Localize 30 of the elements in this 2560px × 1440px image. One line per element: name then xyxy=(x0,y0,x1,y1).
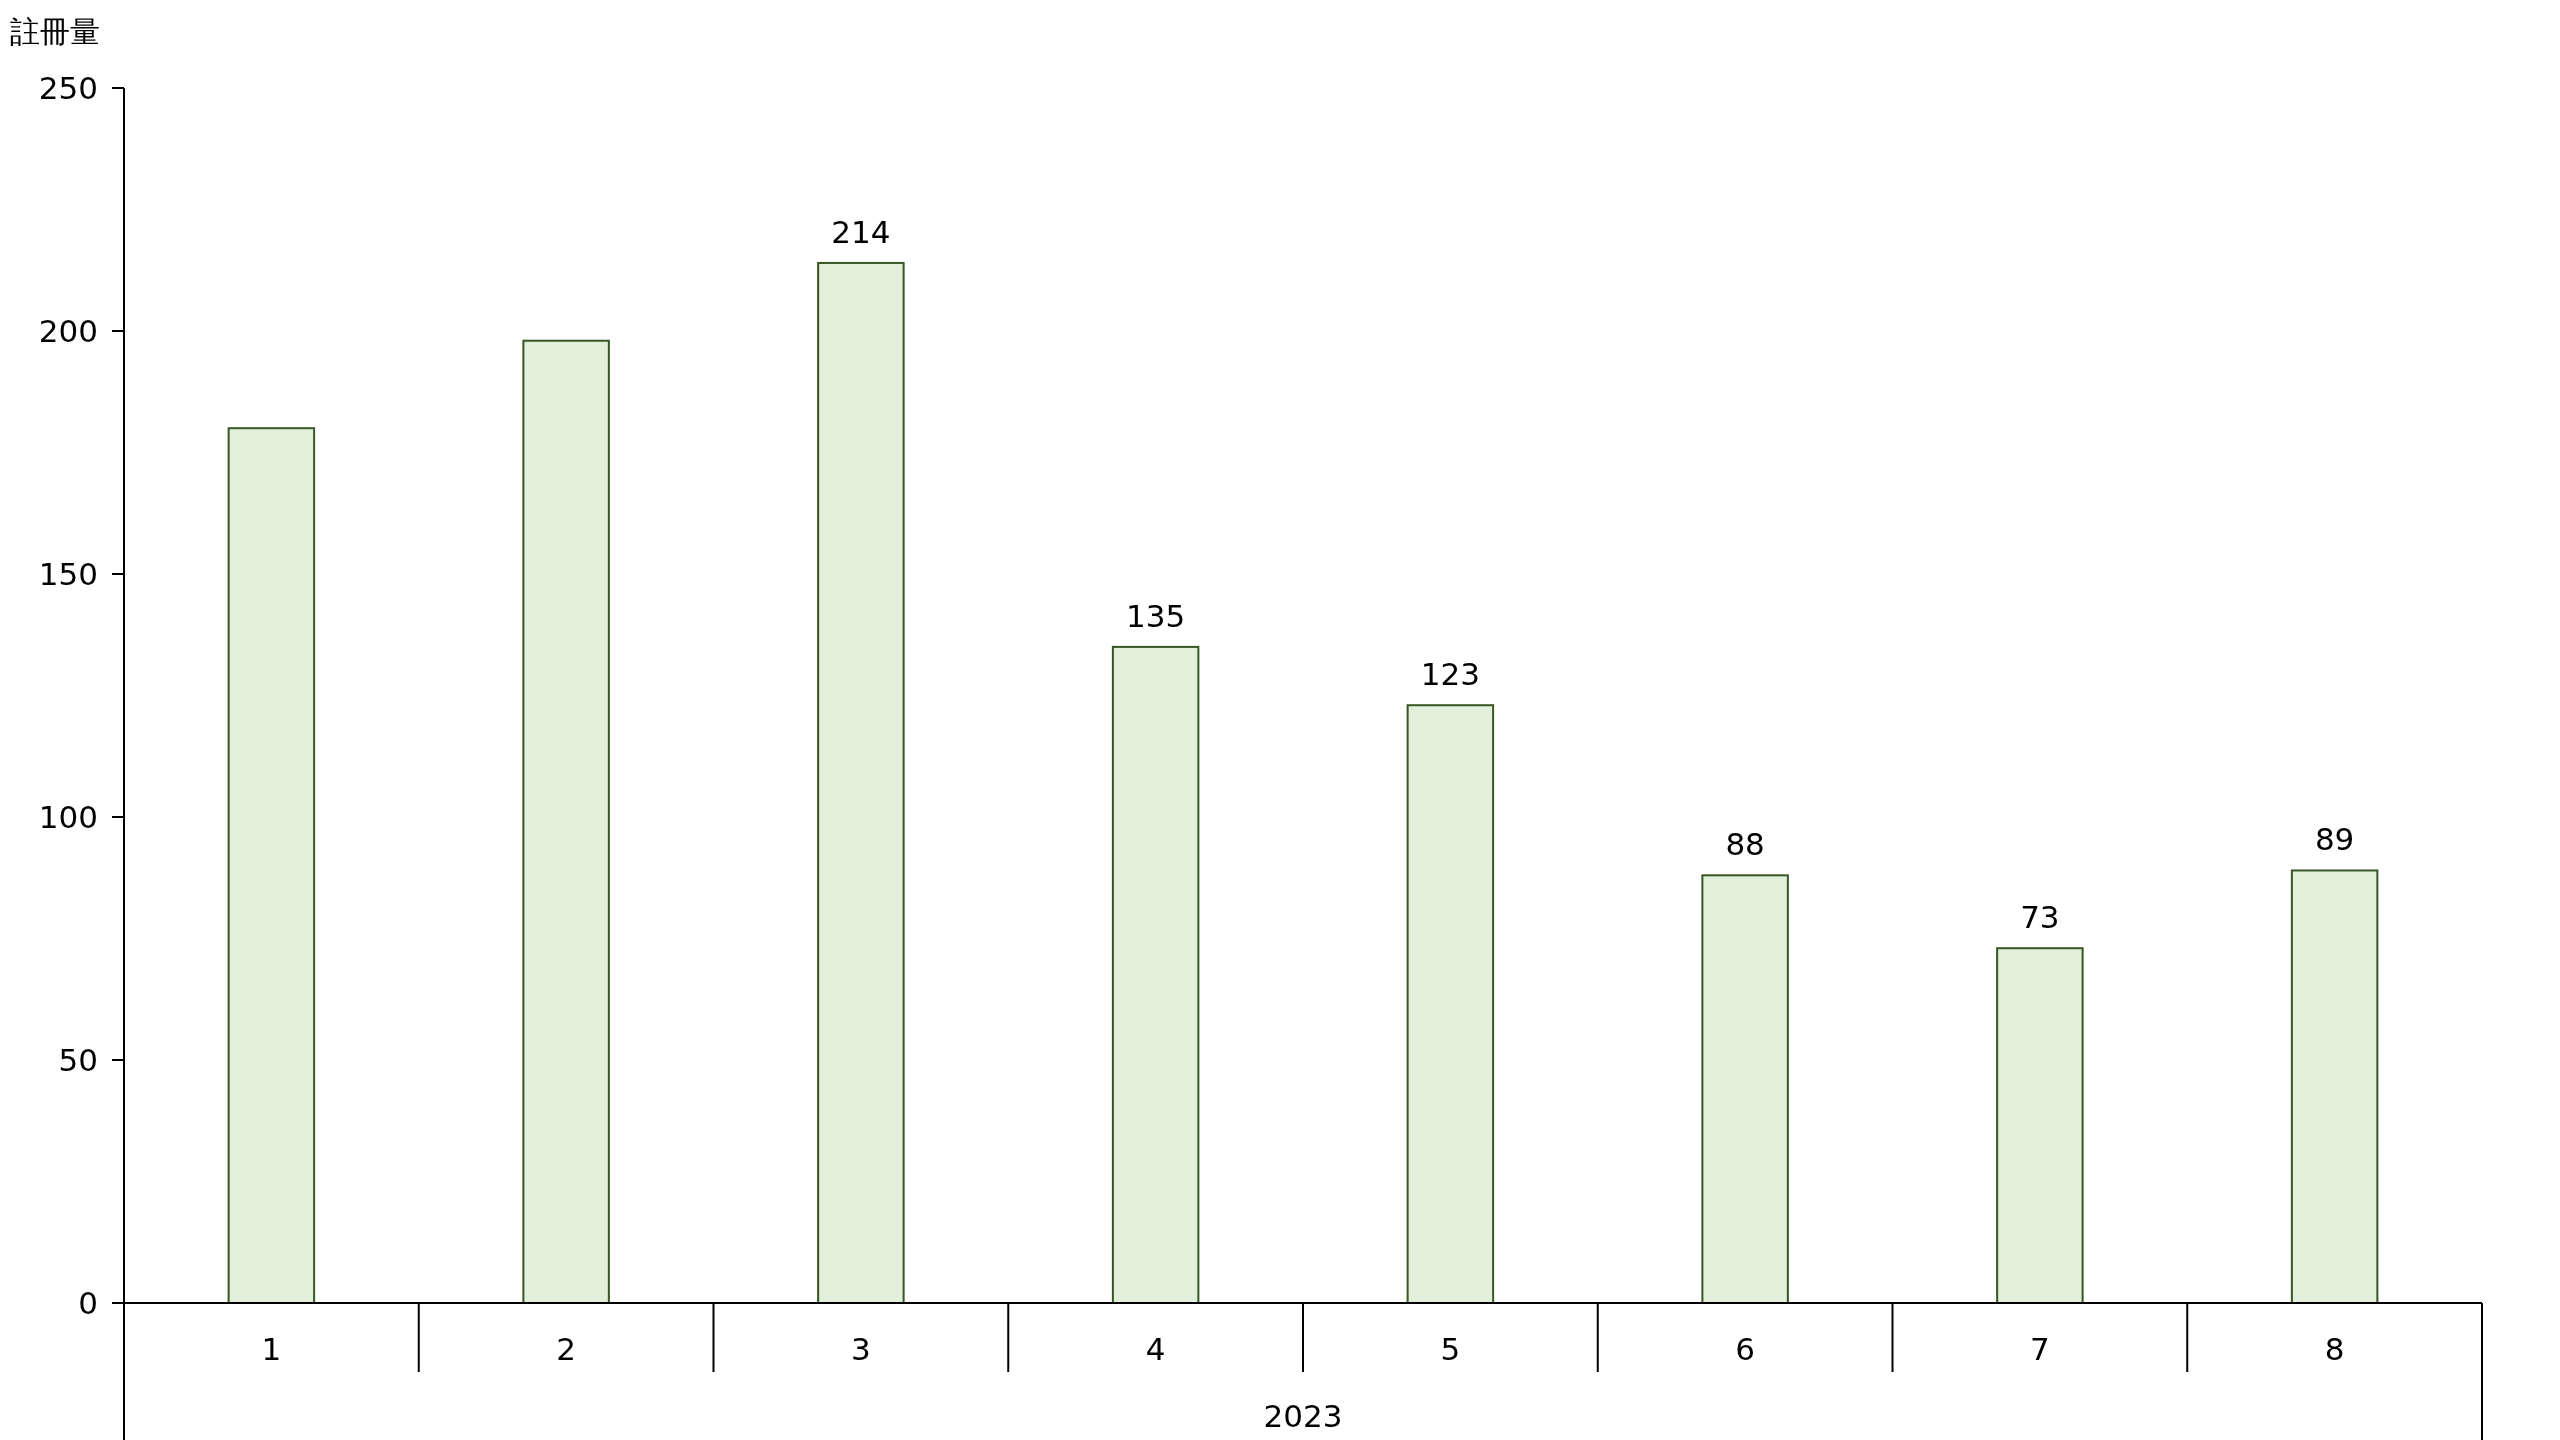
x-tick-label: 4 xyxy=(1145,1331,1166,1367)
x-tick-label: 7 xyxy=(2030,1331,2050,1367)
x-tick-label: 6 xyxy=(1735,1331,1755,1367)
data-label: 88 xyxy=(1725,826,1765,863)
bar xyxy=(522,339,610,1304)
bar xyxy=(1111,645,1200,1304)
y-tick-label: 250 xyxy=(38,70,98,106)
data-label: 214 xyxy=(831,213,891,250)
y-tick-label: 100 xyxy=(38,799,98,835)
data-label: 73 xyxy=(2020,899,2060,936)
data-label: 89 xyxy=(2314,821,2355,858)
x-tick-label: 2 xyxy=(556,1331,576,1367)
x-tick-label: 5 xyxy=(1440,1331,1461,1367)
bar xyxy=(1996,947,2084,1304)
y-tick-label: 150 xyxy=(38,556,98,592)
x-axis-title: 2023 xyxy=(1263,1398,1343,1434)
y-tick-label: 0 xyxy=(78,1285,98,1321)
data-label: 123 xyxy=(1420,656,1480,693)
bar xyxy=(817,261,905,1304)
x-tick-label: 8 xyxy=(2324,1331,2345,1367)
bar xyxy=(2290,869,2379,1304)
data-label: 135 xyxy=(1126,597,1186,634)
y-tick-label: 200 xyxy=(38,313,98,349)
bar xyxy=(1406,704,1495,1304)
bar xyxy=(227,427,316,1304)
bar xyxy=(1701,874,1789,1304)
x-tick-label: 3 xyxy=(851,1331,871,1367)
x-tick-label: 1 xyxy=(261,1331,282,1367)
y-axis-title: 註冊量 xyxy=(10,14,100,49)
y-tick-label: 50 xyxy=(58,1042,98,1078)
